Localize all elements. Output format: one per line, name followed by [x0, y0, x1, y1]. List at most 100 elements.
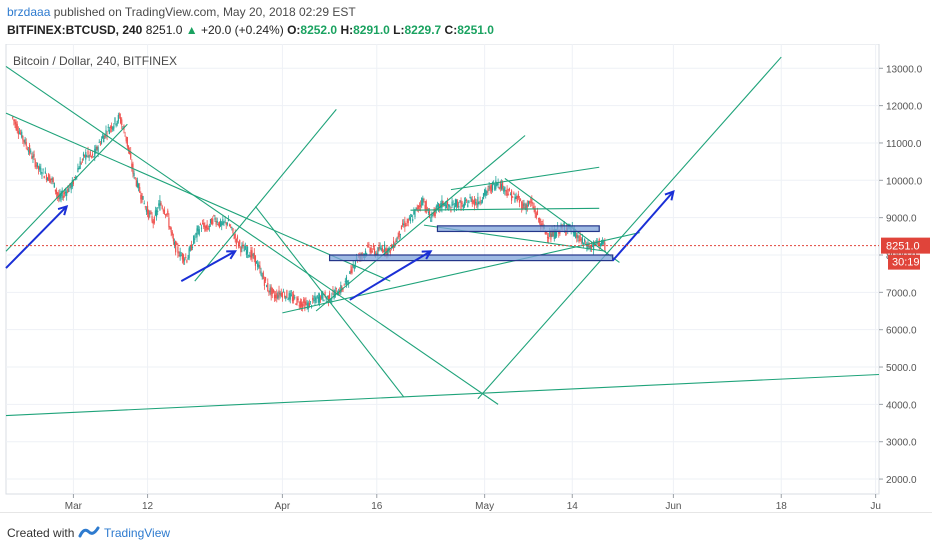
- support-resistance-zones[interactable]: [328, 225, 614, 262]
- candle-body: [139, 187, 141, 193]
- arrow-shaft[interactable]: [349, 250, 432, 301]
- candle-body: [335, 287, 337, 289]
- candle-body: [345, 276, 348, 285]
- candle-body: [221, 222, 223, 226]
- arrow-shaft[interactable]: [5, 205, 68, 269]
- candle-body: [222, 219, 224, 225]
- candle-body: [52, 178, 54, 183]
- candle-body: [302, 303, 304, 308]
- author-link[interactable]: brzdaaa: [7, 5, 51, 19]
- candle-body: [378, 246, 380, 251]
- trendline[interactable]: [194, 109, 337, 282]
- candle-body: [289, 293, 291, 300]
- candle-body: [499, 181, 501, 189]
- price-zone[interactable]: [436, 225, 600, 233]
- countdown-box: [888, 254, 920, 270]
- tradingview-brand-link[interactable]: TradingView: [104, 526, 171, 540]
- candle-body: [482, 193, 485, 199]
- candle-body: [31, 156, 33, 159]
- candle-body: [131, 163, 133, 169]
- candle-body: [589, 245, 591, 249]
- candle-body: [296, 296, 298, 305]
- candle-body: [319, 296, 322, 301]
- arrow-head[interactable]: [57, 204, 69, 216]
- candle-body: [500, 184, 503, 190]
- trendline[interactable]: [5, 65, 499, 405]
- price-zone[interactable]: [328, 254, 614, 262]
- trendline[interactable]: [5, 112, 391, 282]
- trendline[interactable]: [315, 135, 526, 312]
- candle-body: [552, 231, 554, 237]
- current-price-badge: 8251.0 30:19: [881, 237, 930, 270]
- price-axis[interactable]: 13000.012000.011000.010000.09000.08000.0…: [879, 64, 923, 486]
- candle-body: [325, 298, 327, 300]
- candle-body: [251, 250, 253, 258]
- arrow-head[interactable]: [226, 250, 238, 260]
- arrow-head[interactable]: [421, 250, 433, 260]
- arrow-shaft[interactable]: [611, 190, 675, 262]
- x-tick-label: Ju: [870, 501, 881, 512]
- candle-body: [444, 203, 446, 207]
- trendline-drawings[interactable]: [5, 56, 880, 417]
- candle-body: [508, 188, 510, 191]
- candle-body: [422, 198, 424, 206]
- candle-body: [599, 243, 601, 247]
- candle-body: [304, 301, 306, 310]
- candle-body: [217, 223, 219, 226]
- candle-body: [245, 249, 248, 255]
- candle-body: [225, 222, 227, 225]
- candle-body: [257, 263, 259, 267]
- trendline[interactable]: [5, 123, 128, 252]
- candle-body: [12, 116, 14, 119]
- candle-body: [484, 189, 486, 196]
- y-tick-label: 4000.0: [886, 400, 917, 411]
- trendline[interactable]: [450, 166, 600, 191]
- trendline[interactable]: [282, 232, 640, 314]
- trendline[interactable]: [254, 206, 405, 398]
- trendline[interactable]: [504, 177, 620, 263]
- candle-body: [53, 182, 55, 188]
- candle-body: [336, 294, 339, 296]
- candle-body: [146, 205, 149, 214]
- trendline[interactable]: [410, 207, 600, 211]
- candle-body: [322, 292, 324, 300]
- arrow-shaft[interactable]: [180, 250, 236, 283]
- price-chart[interactable]: 13000.012000.011000.010000.09000.08000.0…: [0, 44, 932, 512]
- candle-body: [205, 225, 207, 228]
- candle-body: [417, 205, 419, 209]
- candle-body: [231, 227, 233, 229]
- candle-body: [267, 283, 269, 292]
- candle-body: [598, 239, 600, 246]
- candle-body: [79, 161, 81, 169]
- candle-body: [453, 206, 455, 211]
- arrow-head[interactable]: [664, 189, 675, 201]
- candle-body: [50, 178, 52, 181]
- footer: Created with TradingView: [0, 512, 932, 551]
- candle-body: [260, 271, 262, 276]
- candle-body: [112, 126, 114, 131]
- candle-body: [118, 114, 121, 116]
- high-label: H:: [340, 23, 354, 37]
- price-badge-box: [881, 237, 930, 254]
- candle-body: [125, 136, 127, 142]
- candle-body: [303, 299, 305, 304]
- candle-body: [385, 248, 387, 255]
- candle-body: [502, 181, 504, 189]
- candle-body: [17, 130, 19, 135]
- candle-body: [481, 199, 483, 203]
- projection-arrows[interactable]: [5, 189, 675, 301]
- candle-body: [397, 236, 399, 238]
- candle-body: [28, 145, 31, 154]
- low-label: L:: [393, 23, 405, 37]
- candle-body: [414, 209, 416, 217]
- candle-body: [66, 191, 68, 196]
- candle-body: [479, 200, 481, 203]
- candle-body: [233, 237, 235, 239]
- trendline[interactable]: [5, 373, 880, 417]
- trendline[interactable]: [477, 56, 782, 400]
- time-axis[interactable]: Mar 12 Apr 16 May 14 Jun 18 Ju: [65, 494, 881, 512]
- candle-body: [168, 217, 170, 228]
- candle-body: [549, 231, 551, 237]
- candle-body: [293, 294, 295, 301]
- candle-body: [248, 255, 250, 257]
